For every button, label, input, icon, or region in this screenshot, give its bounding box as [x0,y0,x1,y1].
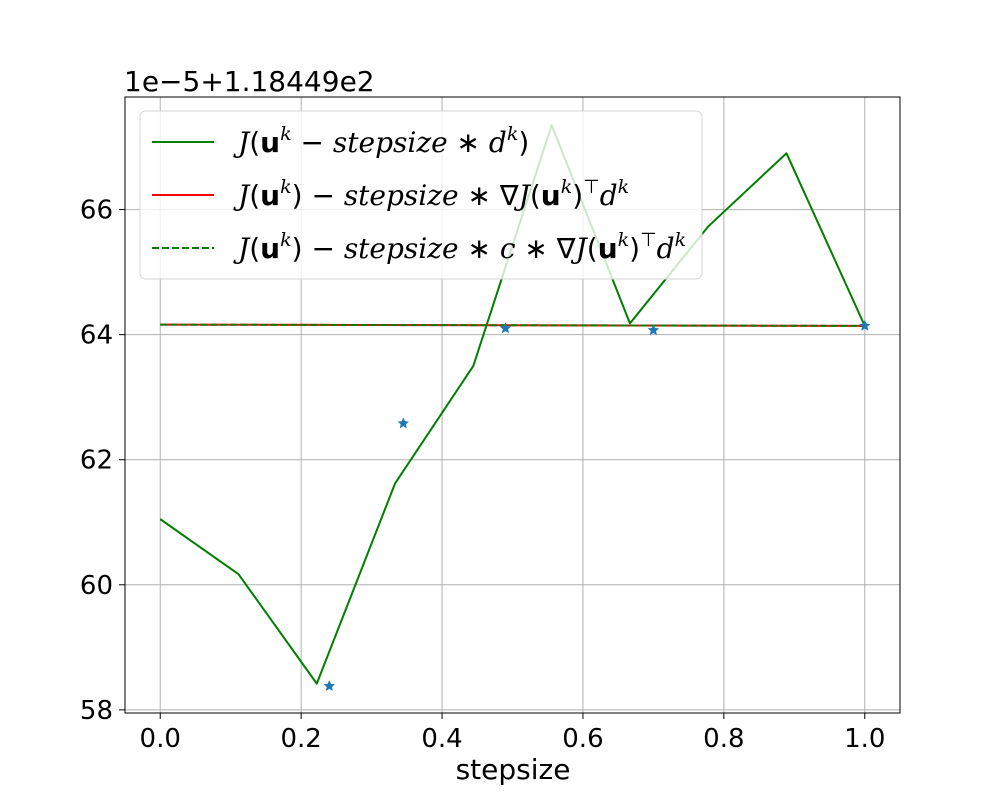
y-tick-label: 60 [80,571,113,601]
x-tick-label: 0.6 [562,724,603,754]
scatter-point [397,417,410,429]
legend-label-green-dashed: J(uk) − stepsize ∗ c ∗ ∇J(uk)⊤dk [233,229,686,265]
y-tick-label: 62 [80,446,113,476]
x-tick-label: 0.0 [140,724,181,754]
x-axis-title: stepsize [456,753,571,786]
legend-frame [139,110,703,280]
y-tick-label: 66 [80,196,113,226]
series-line-2 [160,323,865,327]
legend-label-green-solid: J(uk − stepsize ∗ dk) [233,123,529,159]
scatter-point [323,679,336,692]
legend-label-red-solid: J(uk) − stepsize ∗ ∇J(uk)⊤dk [233,176,629,212]
y-offset-label: 1e−5+1.18449e2 [124,65,375,98]
axes-frame [124,96,901,714]
y-tick-label: 58 [80,696,113,726]
scatter-point [858,319,871,331]
ticks: 0.0 0.2 0.4 0.6 0.8 1.0 58 60 62 64 66 [80,196,886,754]
x-tick-label: 0.4 [421,724,462,754]
scatter-point [647,324,660,336]
y-tick-label: 64 [80,321,113,351]
scatter-point [499,322,512,334]
legend: J(uk − stepsize ∗ dk) J(uk) − stepsize ∗… [139,110,703,280]
x-tick-label: 0.2 [280,724,321,754]
x-tick-label: 0.8 [703,724,744,754]
x-tick-label: 1.0 [844,724,885,754]
